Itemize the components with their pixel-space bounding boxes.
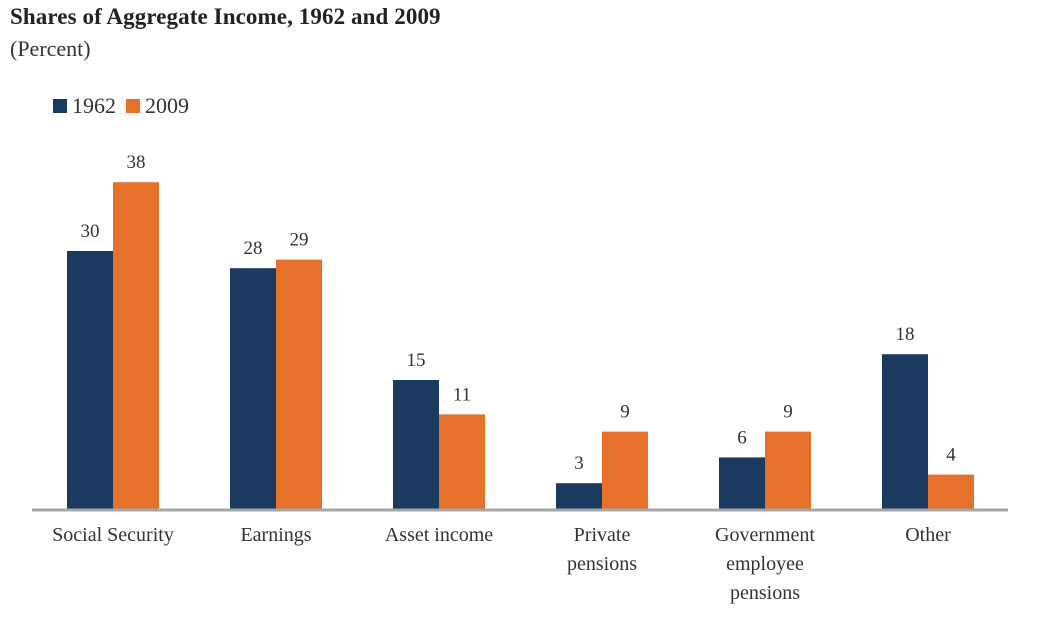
value-label-2009-1: 29 [290,230,309,251]
value-label-2009-5: 4 [946,445,956,466]
legend-swatch-1962 [53,99,67,113]
chart-subtitle: (Percent) [10,36,91,61]
category-label-4-1: employee [726,553,804,575]
category-label-4-2: pensions [730,582,800,604]
value-label-1962-3: 3 [574,453,584,474]
legend-item-2009: 2009 [126,93,189,119]
category-label-2-0: Asset income [385,524,493,546]
value-label-2009-3: 9 [620,402,630,423]
value-label-1962-2: 15 [407,350,426,371]
bar-2009-0 [113,182,159,509]
bar-2009-5 [928,474,974,509]
legend-item-1962: 1962 [53,93,116,119]
bar-1962-0 [67,251,113,509]
bar-2009-3 [602,431,648,509]
bar-2009-4 [765,431,811,509]
category-label-0-0: Social Security [52,524,174,546]
value-label-1962-5: 18 [896,324,915,345]
bar-1962-1 [230,268,276,509]
bar-1962-3 [556,483,602,509]
legend-swatch-2009 [126,99,140,113]
chart-title: Shares of Aggregate Income, 1962 and 200… [10,4,441,29]
value-label-2009-4: 9 [783,402,793,423]
bar-1962-2 [393,380,439,509]
legend-label-2009: 2009 [145,93,189,118]
bar-2009-1 [276,259,322,509]
category-label-1-0: Earnings [240,524,311,546]
value-label-1962-4: 6 [737,427,747,448]
value-label-1962-1: 28 [244,238,263,259]
category-label-4-0: Government [715,524,815,546]
category-label-5-0: Other [905,524,951,546]
value-label-1962-0: 30 [81,221,100,242]
bar-1962-5 [882,354,928,509]
bar-1962-4 [719,457,765,509]
category-label-3-1: pensions [567,553,637,575]
value-label-2009-2: 11 [453,384,471,405]
bar-2009-2 [439,414,485,509]
value-label-2009-0: 38 [127,152,146,173]
legend: 1962 2009 [53,93,199,119]
legend-label-1962: 1962 [72,93,116,118]
category-label-3-0: Private [574,524,631,546]
